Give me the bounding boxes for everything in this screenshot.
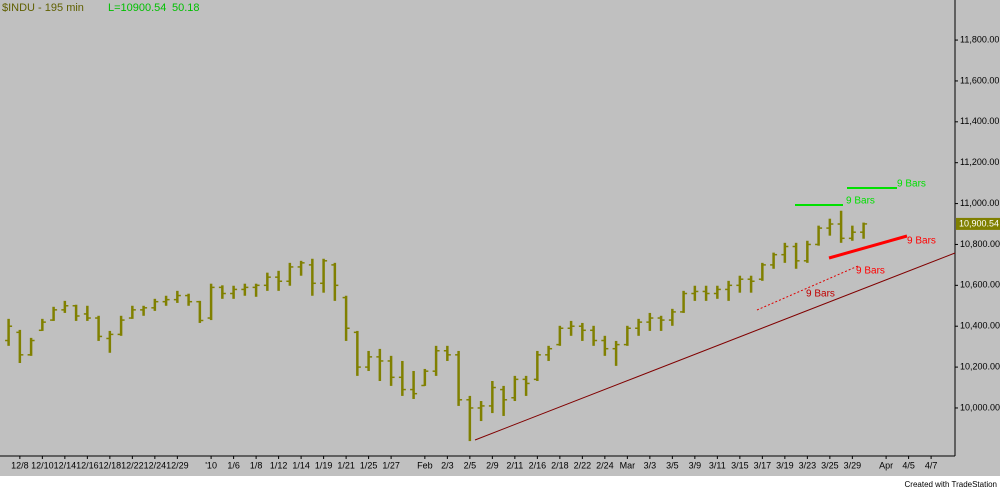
trend-line-bold <box>828 234 908 260</box>
y-tick-label: 10,600.00 <box>960 280 1000 290</box>
y-tick-label: 11,600.00 <box>960 75 999 85</box>
x-tick-label: 1/21 <box>337 460 355 470</box>
chart-title: $INDU - 195 min <box>2 2 84 14</box>
x-tick-label: 1/27 <box>382 460 400 470</box>
x-tick-label: 3/25 <box>821 460 839 470</box>
annotation: 9 Bars <box>846 196 875 207</box>
x-tick-label: 1/14 <box>292 460 310 470</box>
footer: Created with TradeStation <box>905 480 998 489</box>
x-tick-label: 2/22 <box>574 460 592 470</box>
x-tick-label: 1/19 <box>315 460 333 470</box>
x-tick-label: 3/15 <box>731 460 749 470</box>
x-tick-label: 12/24 <box>144 460 167 470</box>
x-tick-label: 1/12 <box>270 460 288 470</box>
y-tick-label: 11,000.00 <box>960 198 999 208</box>
x-tick-label: '10 <box>205 460 217 470</box>
y-tick-label: 10,200.00 <box>960 361 1000 371</box>
x-tick-label: Apr <box>879 460 893 470</box>
x-tick-label: 1/25 <box>360 460 378 470</box>
x-tick-label: 3/3 <box>644 460 657 470</box>
x-tick-label: 2/11 <box>506 460 523 470</box>
x-tick-label: Feb <box>417 460 433 470</box>
x-tick-label: 3/23 <box>799 460 817 470</box>
x-tick-label: 12/22 <box>121 460 144 470</box>
y-tick-label: 11,800.00 <box>960 34 999 44</box>
last-price-marker <box>956 217 1000 230</box>
x-tick-label: 3/29 <box>844 460 862 470</box>
x-tick-label: 3/9 <box>689 460 702 470</box>
last-price-label: 10,900.54 <box>959 218 999 228</box>
x-tick-label: 3/5 <box>666 460 679 470</box>
x-tick-label: 12/29 <box>166 460 189 470</box>
annotation: 9 Bars <box>806 289 835 300</box>
x-tick-label: 2/3 <box>441 460 454 470</box>
x-tick-label: 12/10 <box>31 460 54 470</box>
x-tick-label: Mar <box>620 460 636 470</box>
x-tick-label: 12/8 <box>11 460 29 470</box>
x-tick-label: 2/18 <box>551 460 569 470</box>
x-tick-label: 12/18 <box>99 460 122 470</box>
x-tick-label: 2/9 <box>486 460 499 470</box>
x-tick-label: 1/8 <box>250 460 263 470</box>
x-tick-label: 2/24 <box>596 460 614 470</box>
annotation: 9 Bars <box>856 266 885 277</box>
x-tick-label: 4/5 <box>902 460 915 470</box>
x-tick-label: 4/7 <box>925 460 938 470</box>
annotation: 9 Bars <box>907 236 936 247</box>
annotation: 9 Bars <box>897 179 926 190</box>
y-tick-label: 10,000.00 <box>960 402 1000 412</box>
trend-line <box>474 252 956 441</box>
y-tick-label: 10,800.00 <box>960 239 1000 249</box>
change-label: 50.18 <box>172 2 200 14</box>
x-tick-label: 3/19 <box>776 460 794 470</box>
x-tick-label: 12/16 <box>76 460 99 470</box>
chart-background <box>0 0 1000 476</box>
x-tick-label: 2/16 <box>529 460 547 470</box>
x-tick-label: 1/6 <box>227 460 240 470</box>
y-tick-label: 10,400.00 <box>960 321 1000 331</box>
y-tick-label: 11,200.00 <box>960 157 999 167</box>
y-tick-label: 11,400.00 <box>960 116 999 126</box>
last-label: L=10900.54 <box>108 2 166 14</box>
x-tick-label: 2/5 <box>464 460 477 470</box>
x-tick-label: 3/11 <box>709 460 726 470</box>
x-tick-label: 3/17 <box>754 460 772 470</box>
x-tick-label: 12/14 <box>54 460 77 470</box>
